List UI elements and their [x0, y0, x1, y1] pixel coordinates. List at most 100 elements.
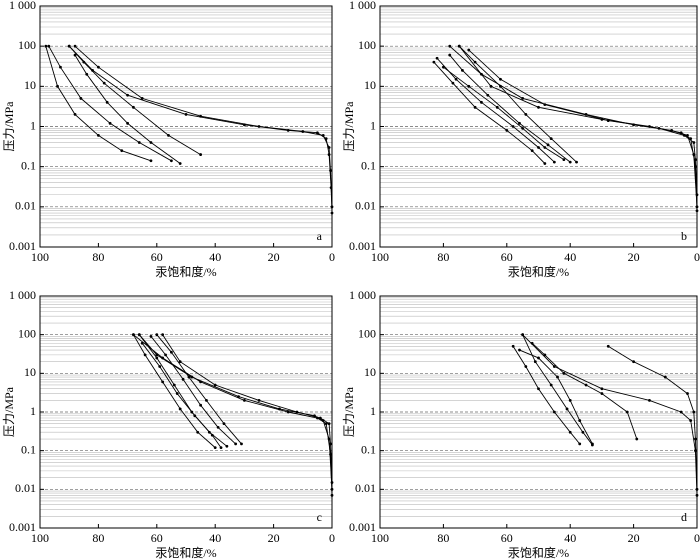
- panel-label: d: [681, 510, 687, 524]
- point: [694, 437, 697, 441]
- point: [210, 433, 214, 437]
- point: [467, 84, 471, 88]
- point: [663, 375, 667, 379]
- x-tick-label: 100: [31, 250, 49, 264]
- y-tick-label: 0.01: [15, 481, 36, 495]
- point: [56, 84, 59, 88]
- point: [137, 333, 141, 337]
- point: [695, 193, 699, 197]
- y-axis-label: 压力/MPa: [2, 386, 16, 437]
- x-tick-label: 20: [628, 531, 640, 545]
- y-tick-label: 10: [364, 78, 376, 92]
- curve: [512, 346, 581, 445]
- point: [108, 121, 112, 125]
- y-tick-label: 0.01: [355, 199, 376, 213]
- point: [120, 149, 124, 153]
- point: [44, 44, 48, 48]
- curve: [162, 334, 333, 483]
- point: [562, 158, 566, 161]
- point: [196, 430, 200, 434]
- point: [149, 159, 153, 163]
- x-tick-label: 40: [564, 531, 576, 545]
- point: [140, 341, 144, 345]
- x-tick-label: 100: [371, 531, 389, 545]
- y-tick-label: 0.1: [21, 158, 36, 172]
- point: [499, 84, 502, 88]
- y-tick-label: 100: [18, 38, 36, 52]
- x-tick-label: 0: [694, 250, 700, 264]
- point: [590, 442, 594, 446]
- point: [73, 53, 77, 57]
- point: [518, 121, 521, 125]
- point: [301, 130, 305, 133]
- curve: [433, 61, 546, 164]
- point: [486, 93, 490, 97]
- point: [584, 383, 588, 387]
- point: [67, 44, 71, 48]
- point: [316, 131, 319, 135]
- point: [552, 365, 556, 368]
- point: [518, 348, 521, 352]
- point: [73, 113, 77, 116]
- point: [442, 65, 445, 69]
- point: [102, 81, 106, 85]
- y-tick-label: 1: [370, 118, 376, 132]
- point: [178, 162, 182, 165]
- point: [126, 121, 129, 125]
- point: [695, 493, 699, 497]
- x-tick-label: 80: [437, 250, 449, 264]
- point: [533, 360, 537, 364]
- point: [549, 137, 553, 140]
- curve: [156, 334, 242, 445]
- point: [546, 143, 550, 147]
- point: [578, 442, 582, 446]
- point: [537, 105, 540, 109]
- curve: [74, 45, 333, 207]
- curve: [68, 45, 201, 155]
- point: [686, 134, 689, 137]
- point: [454, 77, 458, 81]
- point: [85, 72, 89, 76]
- point: [435, 56, 439, 60]
- point: [695, 487, 699, 491]
- point: [473, 105, 477, 109]
- point: [318, 416, 322, 420]
- point: [240, 442, 243, 446]
- point: [59, 65, 62, 69]
- x-tick-label: 100: [31, 531, 49, 545]
- point: [473, 60, 477, 64]
- panel-label: b: [681, 229, 687, 243]
- y-tick-label: 0.1: [361, 442, 376, 456]
- plot-frame: [379, 295, 698, 529]
- x-axis-label: 汞饱和度/%: [508, 545, 569, 559]
- x-tick-label: 20: [628, 250, 640, 264]
- y-tick-label: 1: [30, 118, 36, 132]
- point: [126, 93, 129, 97]
- point: [562, 371, 566, 375]
- point: [511, 344, 515, 348]
- point: [330, 481, 334, 484]
- point: [543, 103, 547, 107]
- point: [149, 141, 153, 144]
- plot-frame: [39, 5, 333, 248]
- point: [530, 149, 534, 153]
- point: [164, 353, 167, 357]
- y-tick-label: 100: [18, 326, 36, 340]
- point: [606, 119, 610, 123]
- point: [219, 446, 223, 450]
- point: [448, 44, 452, 48]
- point: [568, 160, 572, 164]
- point: [543, 146, 547, 149]
- point: [161, 380, 165, 384]
- point: [330, 211, 334, 215]
- y-tick-label: 100: [358, 326, 376, 340]
- x-tick-label: 0: [694, 531, 700, 545]
- y-tick-label: 0.001: [9, 520, 36, 534]
- point: [155, 353, 159, 357]
- point: [648, 398, 651, 402]
- point: [480, 100, 483, 104]
- point: [321, 134, 325, 137]
- y-tick-label: 10: [24, 78, 36, 92]
- curve: [531, 342, 638, 440]
- point: [537, 387, 540, 391]
